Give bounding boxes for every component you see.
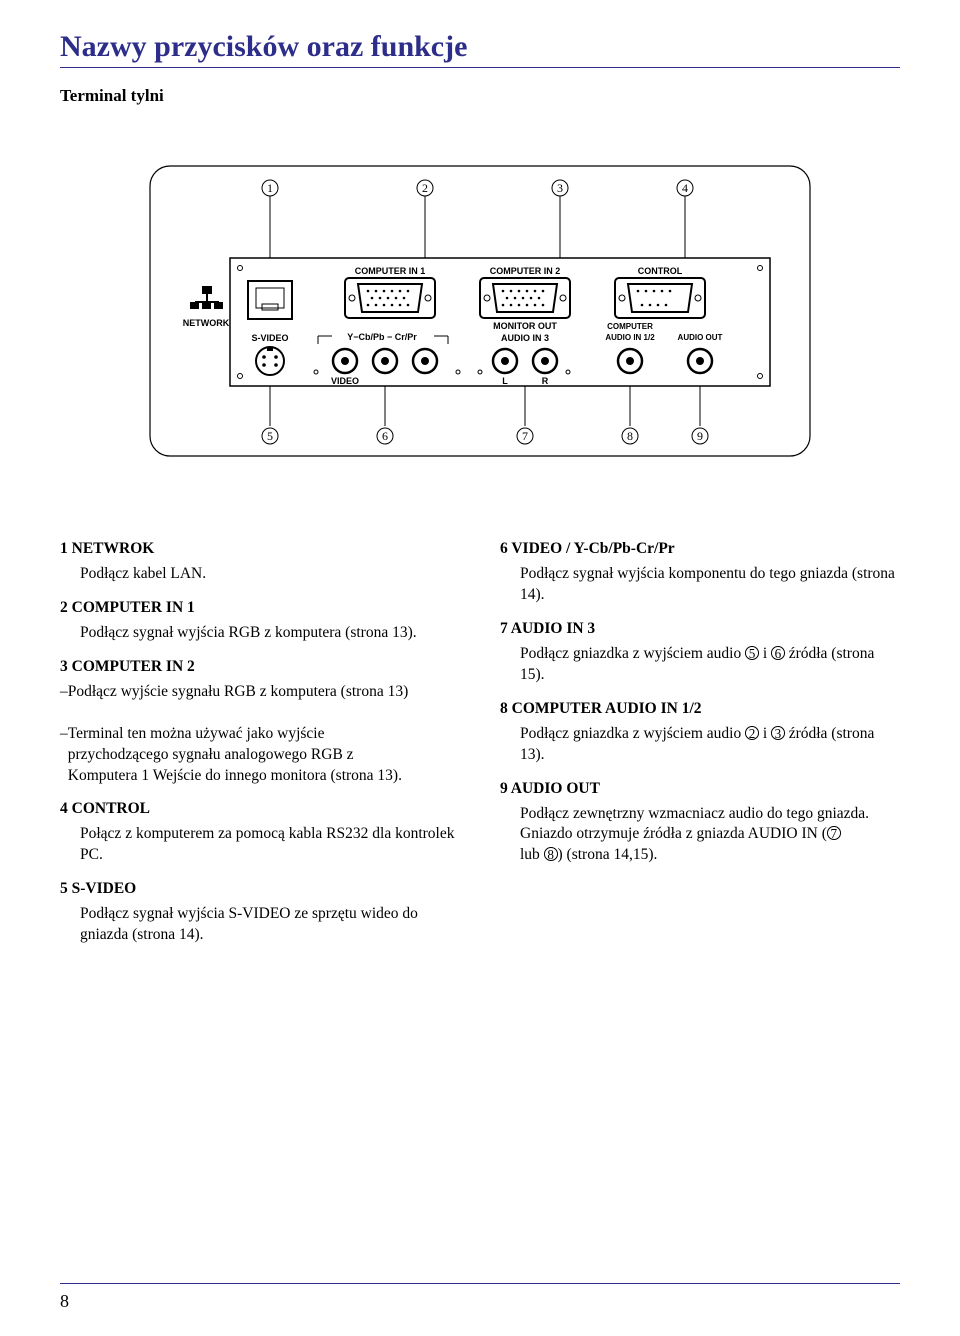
label-svideo: S-VIDEO [251,333,288,343]
item-head: 2 COMPUTER IN 1 [60,599,460,617]
item-head: 6 VIDEO / Y-Cb/Pb-Cr/Pr [500,540,900,558]
page-title: Nazwy przycisków oraz funkcje [60,30,900,68]
label-compaudio-line1: COMPUTER [607,322,653,331]
item-head: 5 S-VIDEO [60,880,460,898]
callout-7: 7 [522,429,528,443]
label-monitorout: MONITOR OUT [493,321,557,331]
item-body: Podłącz sygnał wyjścia RGB z komputera (… [80,623,460,644]
label-ycbpb: Y−Cb/Pb − Cr/Pr [347,332,417,342]
label-compin1: COMPUTER IN 1 [355,266,426,276]
item-head: 7 AUDIO IN 3 [500,620,900,638]
label-network: NETWORK [183,318,230,328]
item-body: Połącz z komputerem za pomocą kabla RS23… [80,824,460,866]
label-control: CONTROL [638,266,683,276]
item-head: 9 AUDIO OUT [500,780,900,798]
label-compin2: COMPUTER IN 2 [490,266,561,276]
item-body: Podłącz zewnętrzny wzmacniacz audio do t… [520,804,900,867]
terminal-diagram: 1 2 3 4 NETWORK S-VIDEO COMPUTER IN 1 [140,126,820,486]
label-compaudio-line2: AUDIO IN 1/2 [605,333,655,342]
label-R: R [542,376,549,386]
callout-3: 3 [557,181,563,195]
label-audioout: AUDIO OUT [678,333,723,342]
item-head: 4 CONTROL [60,800,460,818]
left-column: 1 NETWROK Podłącz kabel LAN. 2 COMPUTER … [60,526,460,952]
callout-6: 6 [382,429,388,443]
content-columns: 1 NETWROK Podłącz kabel LAN. 2 COMPUTER … [60,526,900,952]
callout-4: 4 [682,181,688,195]
callout-2: 2 [422,181,428,195]
item-body: Podłącz gniazdka z wyjściem audio 5 i 6 … [520,644,900,686]
item-body: Podłącz gniazdka z wyjściem audio 2 i 3 … [520,724,900,766]
item-head: 1 NETWROK [60,540,460,558]
label-L: L [502,376,508,386]
callout-5: 5 [267,429,273,443]
item-body: –Podłącz wyjście sygnału RGB z komputera… [60,682,460,787]
footer-rule [60,1283,900,1284]
item-body: Podłącz kabel LAN. [80,564,460,585]
item-head: 8 COMPUTER AUDIO IN 1/2 [500,700,900,718]
callout-8: 8 [627,429,633,443]
label-video: VIDEO [331,376,359,386]
callout-1: 1 [267,181,273,195]
item-body: Podłącz sygnał wyjścia komponentu do teg… [520,564,900,606]
callout-9: 9 [697,429,703,443]
item-head: 3 COMPUTER IN 2 [60,658,460,676]
right-column: 6 VIDEO / Y-Cb/Pb-Cr/Pr Podłącz sygnał w… [500,526,900,952]
label-audioin3: AUDIO IN 3 [501,333,549,343]
page-number: 8 [60,1291,69,1312]
section-subtitle: Terminal tylni [60,86,900,106]
item-body: Podłącz sygnał wyjścia S-VIDEO ze sprzęt… [80,904,460,946]
